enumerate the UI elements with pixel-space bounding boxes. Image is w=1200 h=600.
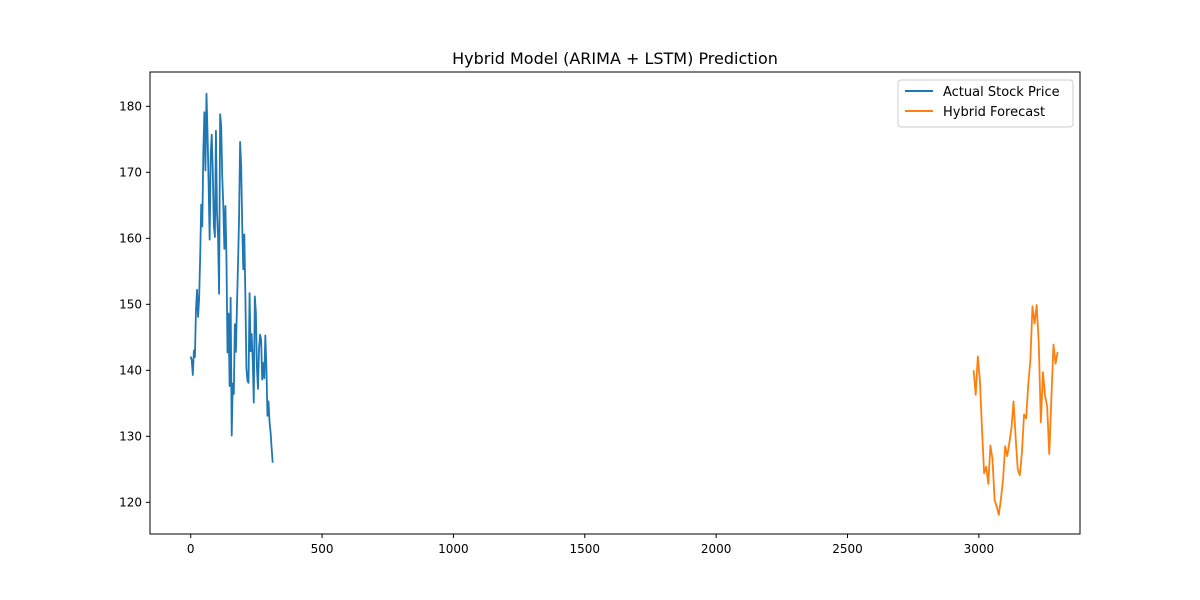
x-tick-label: 500	[311, 542, 334, 556]
y-tick-label: 150	[119, 297, 142, 311]
legend: Actual Stock Price Hybrid Forecast	[897, 79, 1074, 128]
x-tick-label: 1000	[438, 542, 469, 556]
x-tick-label: 2000	[701, 542, 732, 556]
y-axis: 120 130 140 150 160 170 180	[119, 99, 150, 509]
series-layer	[189, 92, 1059, 516]
y-tick-label: 180	[119, 99, 142, 113]
series-line-actual-stock-price	[189, 92, 274, 463]
x-tick-label: 3000	[964, 542, 995, 556]
y-tick-label: 170	[119, 165, 142, 179]
plot-frame	[149, 71, 1081, 535]
x-tick-label: 2500	[832, 542, 863, 556]
y-tick-label: 160	[119, 231, 142, 245]
y-tick-label: 130	[119, 429, 142, 443]
legend-box	[897, 79, 1074, 128]
y-tick-label: 140	[119, 363, 142, 377]
series-line-hybrid-forecast	[972, 304, 1059, 516]
x-axis: 0 500 1000 1500 2000 2500 3000	[187, 534, 994, 556]
chart-title: Hybrid Model (ARIMA + LSTM) Prediction	[452, 49, 778, 68]
legend-label-forecast: Hybrid Forecast	[943, 105, 1045, 120]
legend-label-actual: Actual Stock Price	[943, 85, 1060, 100]
x-tick-label: 1500	[570, 542, 601, 556]
x-tick-label: 0	[187, 542, 195, 556]
y-tick-label: 120	[119, 495, 142, 509]
